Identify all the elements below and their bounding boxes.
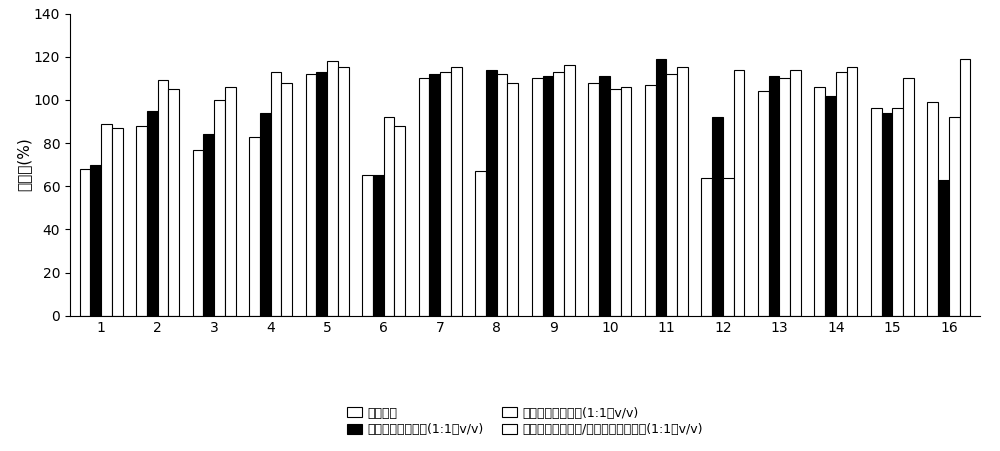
Bar	[394, 126, 405, 316]
Bar	[814, 87, 825, 316]
Bar	[316, 72, 327, 316]
Bar	[836, 72, 847, 316]
Bar	[553, 72, 564, 316]
Bar	[564, 65, 575, 316]
Bar	[621, 87, 631, 316]
Bar	[769, 76, 779, 316]
Bar	[927, 102, 938, 316]
Bar	[373, 175, 384, 316]
Bar	[871, 109, 882, 316]
Bar	[960, 59, 970, 316]
Bar	[147, 110, 158, 316]
Legend: 二氯甲烷, 正己烷：二氯甲烷(1:1，v/v), 正己烷：乙酸乙酯(1:1，v/v), 正己烷：二氯甲烷/正己烷：乙酸乙酯(1:1，v/v): 二氯甲烷, 正己烷：二氯甲烷(1:1，v/v), 正己烷：乙酸乙酯(1:1，v/…	[347, 407, 703, 437]
Bar	[362, 175, 373, 316]
Bar	[440, 72, 451, 316]
Bar	[779, 78, 790, 316]
Bar	[610, 89, 621, 316]
Bar	[486, 69, 497, 316]
Bar	[938, 179, 949, 316]
Bar	[281, 83, 292, 316]
Bar	[543, 76, 553, 316]
Bar	[825, 96, 836, 316]
Bar	[90, 165, 101, 316]
Bar	[338, 68, 349, 316]
Bar	[712, 117, 723, 316]
Bar	[723, 178, 734, 316]
Bar	[599, 76, 610, 316]
Bar	[701, 178, 712, 316]
Bar	[306, 74, 316, 316]
Bar	[429, 74, 440, 316]
Bar	[892, 109, 903, 316]
Bar	[645, 85, 656, 316]
Bar	[666, 74, 677, 316]
Bar	[949, 117, 960, 316]
Bar	[327, 61, 338, 316]
Bar	[225, 87, 236, 316]
Bar	[475, 171, 486, 316]
Bar	[451, 68, 462, 316]
Bar	[419, 78, 429, 316]
Bar	[847, 68, 857, 316]
Bar	[112, 128, 123, 316]
Bar	[168, 89, 179, 316]
Bar	[136, 126, 147, 316]
Bar	[656, 59, 666, 316]
Bar	[790, 69, 801, 316]
Y-axis label: 回收率(%): 回收率(%)	[16, 138, 31, 192]
Bar	[734, 69, 744, 316]
Bar	[588, 83, 599, 316]
Bar	[758, 91, 769, 316]
Bar	[193, 150, 203, 316]
Bar	[158, 80, 168, 316]
Bar	[271, 72, 281, 316]
Bar	[80, 169, 90, 316]
Bar	[260, 113, 271, 316]
Bar	[101, 124, 112, 316]
Bar	[249, 137, 260, 316]
Bar	[507, 83, 518, 316]
Bar	[882, 113, 892, 316]
Bar	[384, 117, 394, 316]
Bar	[677, 68, 688, 316]
Bar	[903, 78, 914, 316]
Bar	[203, 134, 214, 316]
Bar	[532, 78, 543, 316]
Bar	[214, 100, 225, 316]
Bar	[497, 74, 507, 316]
